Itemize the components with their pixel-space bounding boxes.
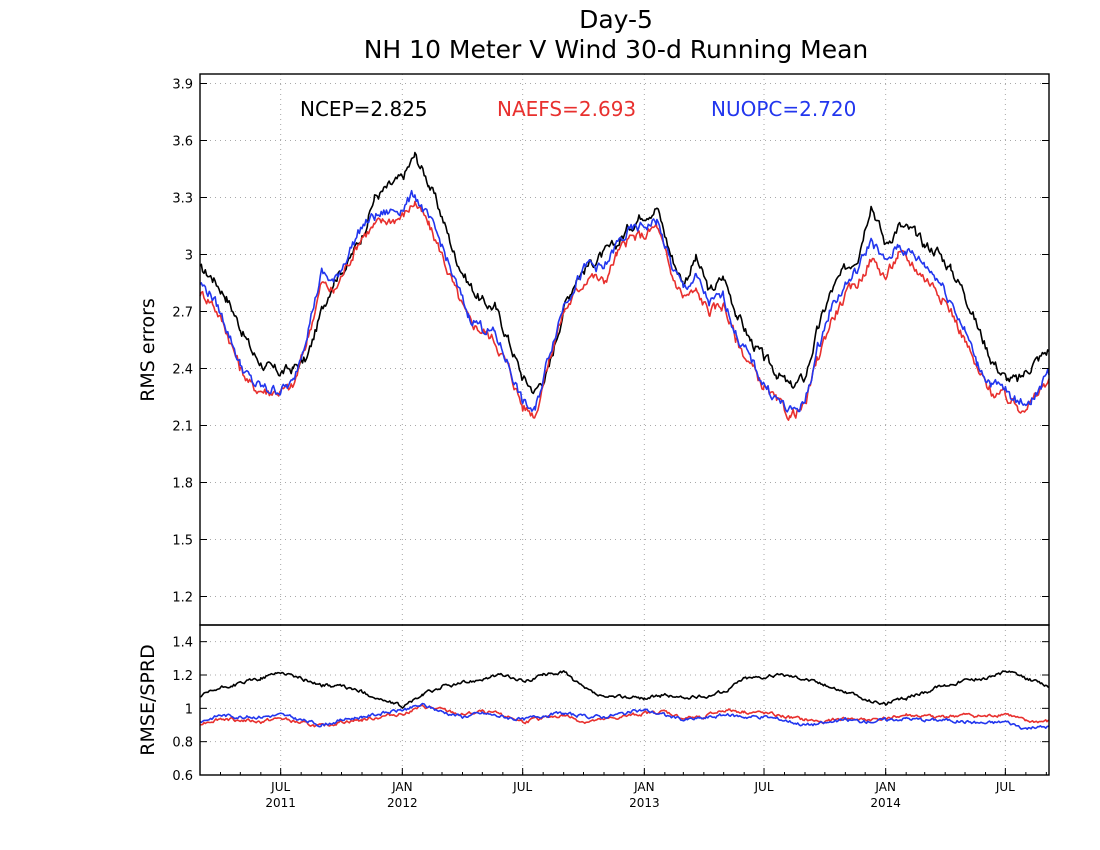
nuopc-annotation: NUOPC=2.720 <box>711 97 856 121</box>
x-tick-label: JUL <box>995 780 1015 794</box>
bottom-nuopc-line <box>199 702 1050 730</box>
bottom-y-axis-label: RMSE/SPRD <box>137 644 159 755</box>
bottom-ncep-line <box>199 670 1050 709</box>
bottom-panel-frame <box>199 624 1050 776</box>
chart-subtitle: NH 10 Meter V Wind 30-d Running Mean <box>364 35 869 64</box>
bottom-series-group <box>199 670 1050 730</box>
top-ncep-line <box>199 151 1050 395</box>
top-y-tick-label: 1.2 <box>172 591 193 606</box>
ncep-annotation: NCEP=2.825 <box>300 97 428 121</box>
x-tick-year: 2014 <box>870 796 901 810</box>
top-gridlines <box>200 74 1049 625</box>
top-nuopc-line <box>199 189 1050 413</box>
x-tick-year: 2013 <box>629 796 660 810</box>
bottom-y-tick-label: 0.8 <box>172 736 193 751</box>
top-y-axis: 1.2 1.5 1.8 2.1 2.4 2.7 3 3.3 3.6 3.9 <box>172 78 1049 606</box>
bottom-y-tick-label: 1.4 <box>172 636 193 651</box>
top-y-tick-label: 2.7 <box>172 306 193 321</box>
bottom-y-tick-label: 0.6 <box>172 769 193 784</box>
top-y-tick-label: 3 <box>185 249 193 264</box>
x-tick-label: JUL <box>512 780 532 794</box>
top-naefs-line <box>199 200 1050 421</box>
naefs-annotation: NAEFS=2.693 <box>497 97 636 121</box>
bottom-y-axis: 0.6 0.8 1 1.2 1.4 <box>172 636 1049 784</box>
top-y-tick-label: 3.9 <box>172 78 193 93</box>
top-y-tick-label: 2.4 <box>172 363 193 378</box>
bottom-naefs-line <box>199 704 1050 728</box>
x-tick-year: 2011 <box>265 796 296 810</box>
top-y-tick-label: 3.6 <box>172 135 193 150</box>
x-tick-year: 2012 <box>387 796 418 810</box>
x-tick-label: JUL <box>754 780 774 794</box>
top-y-tick-label: 2.1 <box>172 420 193 435</box>
x-tick-label: JAN <box>633 780 655 794</box>
bottom-y-tick-label: 1.2 <box>172 669 193 684</box>
x-tick-label: JAN <box>874 780 896 794</box>
bottom-gridlines <box>200 625 1049 775</box>
top-y-tick-label: 1.5 <box>172 534 193 549</box>
top-y-tick-label: 3.3 <box>172 192 193 207</box>
x-axis: JUL 2011 JAN 2012 JUL JAN 2013 JUL JAN 2014 JUL <box>199 768 1047 810</box>
x-tick-label: JUL <box>270 780 290 794</box>
top-y-tick-label: 1.8 <box>172 477 193 492</box>
x-tick-label: JAN <box>391 780 413 794</box>
top-y-axis-label: RMS errors <box>137 298 159 402</box>
chart-title: Day-5 <box>579 5 653 34</box>
bottom-y-tick-label: 1 <box>185 702 193 717</box>
top-series-group <box>199 151 1050 421</box>
